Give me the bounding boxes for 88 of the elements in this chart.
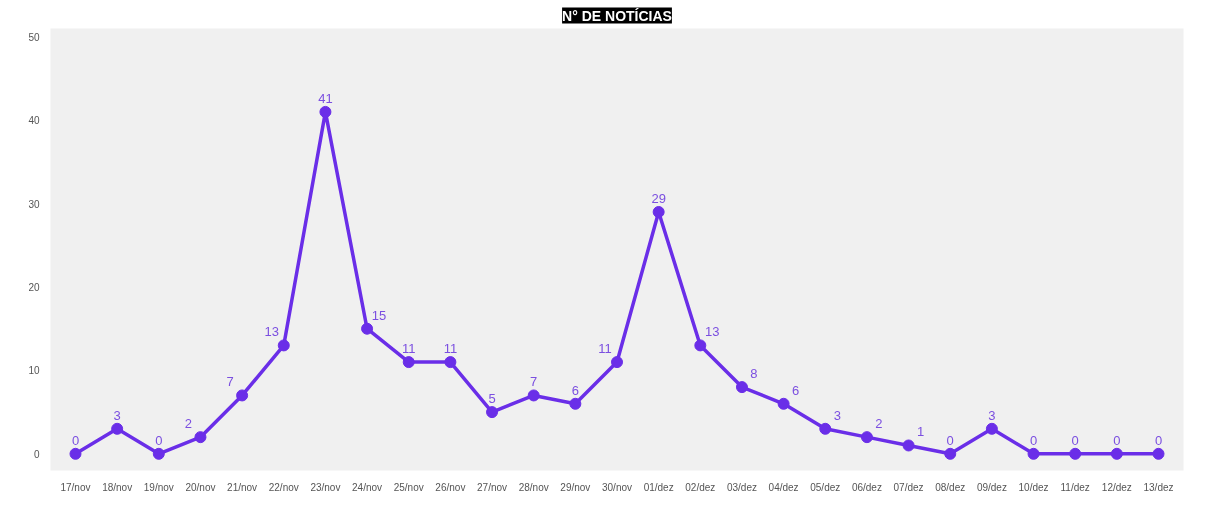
y-tick-label: 40	[28, 115, 40, 127]
x-tick-label: 23/nov	[310, 481, 341, 493]
point	[402, 356, 415, 369]
data-label: 13	[264, 324, 279, 340]
data-label: 29	[651, 190, 666, 206]
point	[486, 406, 499, 419]
y-tick-label: 0	[33, 448, 40, 460]
point	[611, 356, 623, 369]
x-tick-label: 08/dez	[935, 481, 966, 493]
data-label: 0	[946, 432, 954, 448]
x-tick-label: 27/nov	[477, 481, 508, 493]
x-tick-label: 09/dez	[976, 481, 1007, 493]
data-label: 15	[371, 307, 387, 323]
data-label: 13	[705, 324, 720, 340]
x-tick-label: 07/dez	[893, 481, 924, 493]
x-tick-label: 29/nov	[560, 481, 591, 493]
point	[361, 322, 374, 335]
point	[1152, 447, 1165, 460]
data-label: 3	[833, 407, 841, 423]
data-label: 0	[1154, 432, 1163, 448]
point	[152, 447, 165, 460]
point	[527, 389, 540, 402]
x-tick-label: 12/dez	[1101, 481, 1132, 493]
point	[735, 381, 748, 394]
data-label: 11	[598, 341, 612, 357]
data-label: 6	[792, 382, 800, 398]
data-label: 11	[401, 341, 416, 357]
data-label: 0	[71, 432, 80, 448]
x-tick-label: 22/nov	[268, 481, 299, 493]
data-label: 2	[184, 416, 193, 432]
point	[1110, 447, 1123, 460]
data-label: 3	[113, 407, 121, 423]
chart-title: N° DE NOTÍCIAS	[562, 7, 672, 24]
data-label: 11	[443, 341, 458, 357]
y-tick-label: 50	[28, 31, 40, 43]
point	[111, 422, 124, 435]
point	[1027, 447, 1040, 460]
x-tick-label: 25/nov	[393, 481, 424, 493]
point	[277, 339, 290, 352]
y-tick-label: 30	[28, 198, 40, 210]
x-tick-label: 17/nov	[60, 481, 91, 493]
x-tick-label: 13/dez	[1143, 481, 1174, 493]
x-tick-label: 19/nov	[143, 481, 174, 493]
point	[860, 431, 873, 444]
point	[985, 422, 998, 435]
point	[194, 431, 207, 444]
x-tick-label: 26/nov	[435, 481, 466, 493]
data-label: 0	[155, 432, 163, 448]
point	[569, 397, 582, 410]
point	[652, 205, 665, 218]
data-label: 0	[1029, 432, 1038, 448]
x-tick-label: 02/dez	[685, 481, 716, 493]
point	[1069, 447, 1082, 460]
x-tick-label: 20/nov	[185, 481, 216, 493]
point	[694, 339, 707, 352]
point	[777, 397, 790, 410]
x-tick-label: 03/dez	[726, 481, 757, 493]
point	[319, 105, 332, 118]
data-label: 3	[988, 407, 996, 423]
x-tick-label: 24/nov	[352, 481, 383, 493]
data-label: 5	[488, 391, 496, 407]
point	[902, 439, 915, 452]
data-label: 0	[1071, 432, 1079, 448]
x-tick-label: 18/nov	[102, 481, 133, 493]
y-tick-label: 10	[28, 365, 40, 377]
y-tick-label: 20	[28, 282, 40, 294]
x-tick-label: 30/nov	[601, 481, 633, 493]
x-tick-label: 28/nov	[518, 481, 549, 493]
x-tick-label: 01/dez	[643, 481, 674, 493]
x-tick-label: 21/nov	[227, 481, 258, 493]
data-label: 7	[226, 374, 234, 390]
x-tick-label: 06/dez	[851, 481, 882, 493]
x-tick-label: 05/dez	[810, 481, 841, 493]
x-tick-label: 10/dez	[1018, 481, 1049, 493]
data-label: 2	[875, 416, 883, 432]
point	[444, 356, 457, 369]
data-label: 8	[750, 366, 758, 382]
data-label: 6	[571, 382, 579, 398]
point	[944, 447, 957, 460]
point	[819, 422, 832, 435]
data-label: 1	[916, 424, 925, 440]
data-label: 41	[318, 90, 333, 106]
data-label: 7	[530, 374, 538, 390]
x-tick-label: 04/dez	[768, 481, 799, 493]
point	[236, 389, 249, 402]
x-tick-label: 11/dez	[1060, 481, 1090, 493]
point	[69, 447, 82, 460]
data-label: 0	[1113, 432, 1121, 448]
